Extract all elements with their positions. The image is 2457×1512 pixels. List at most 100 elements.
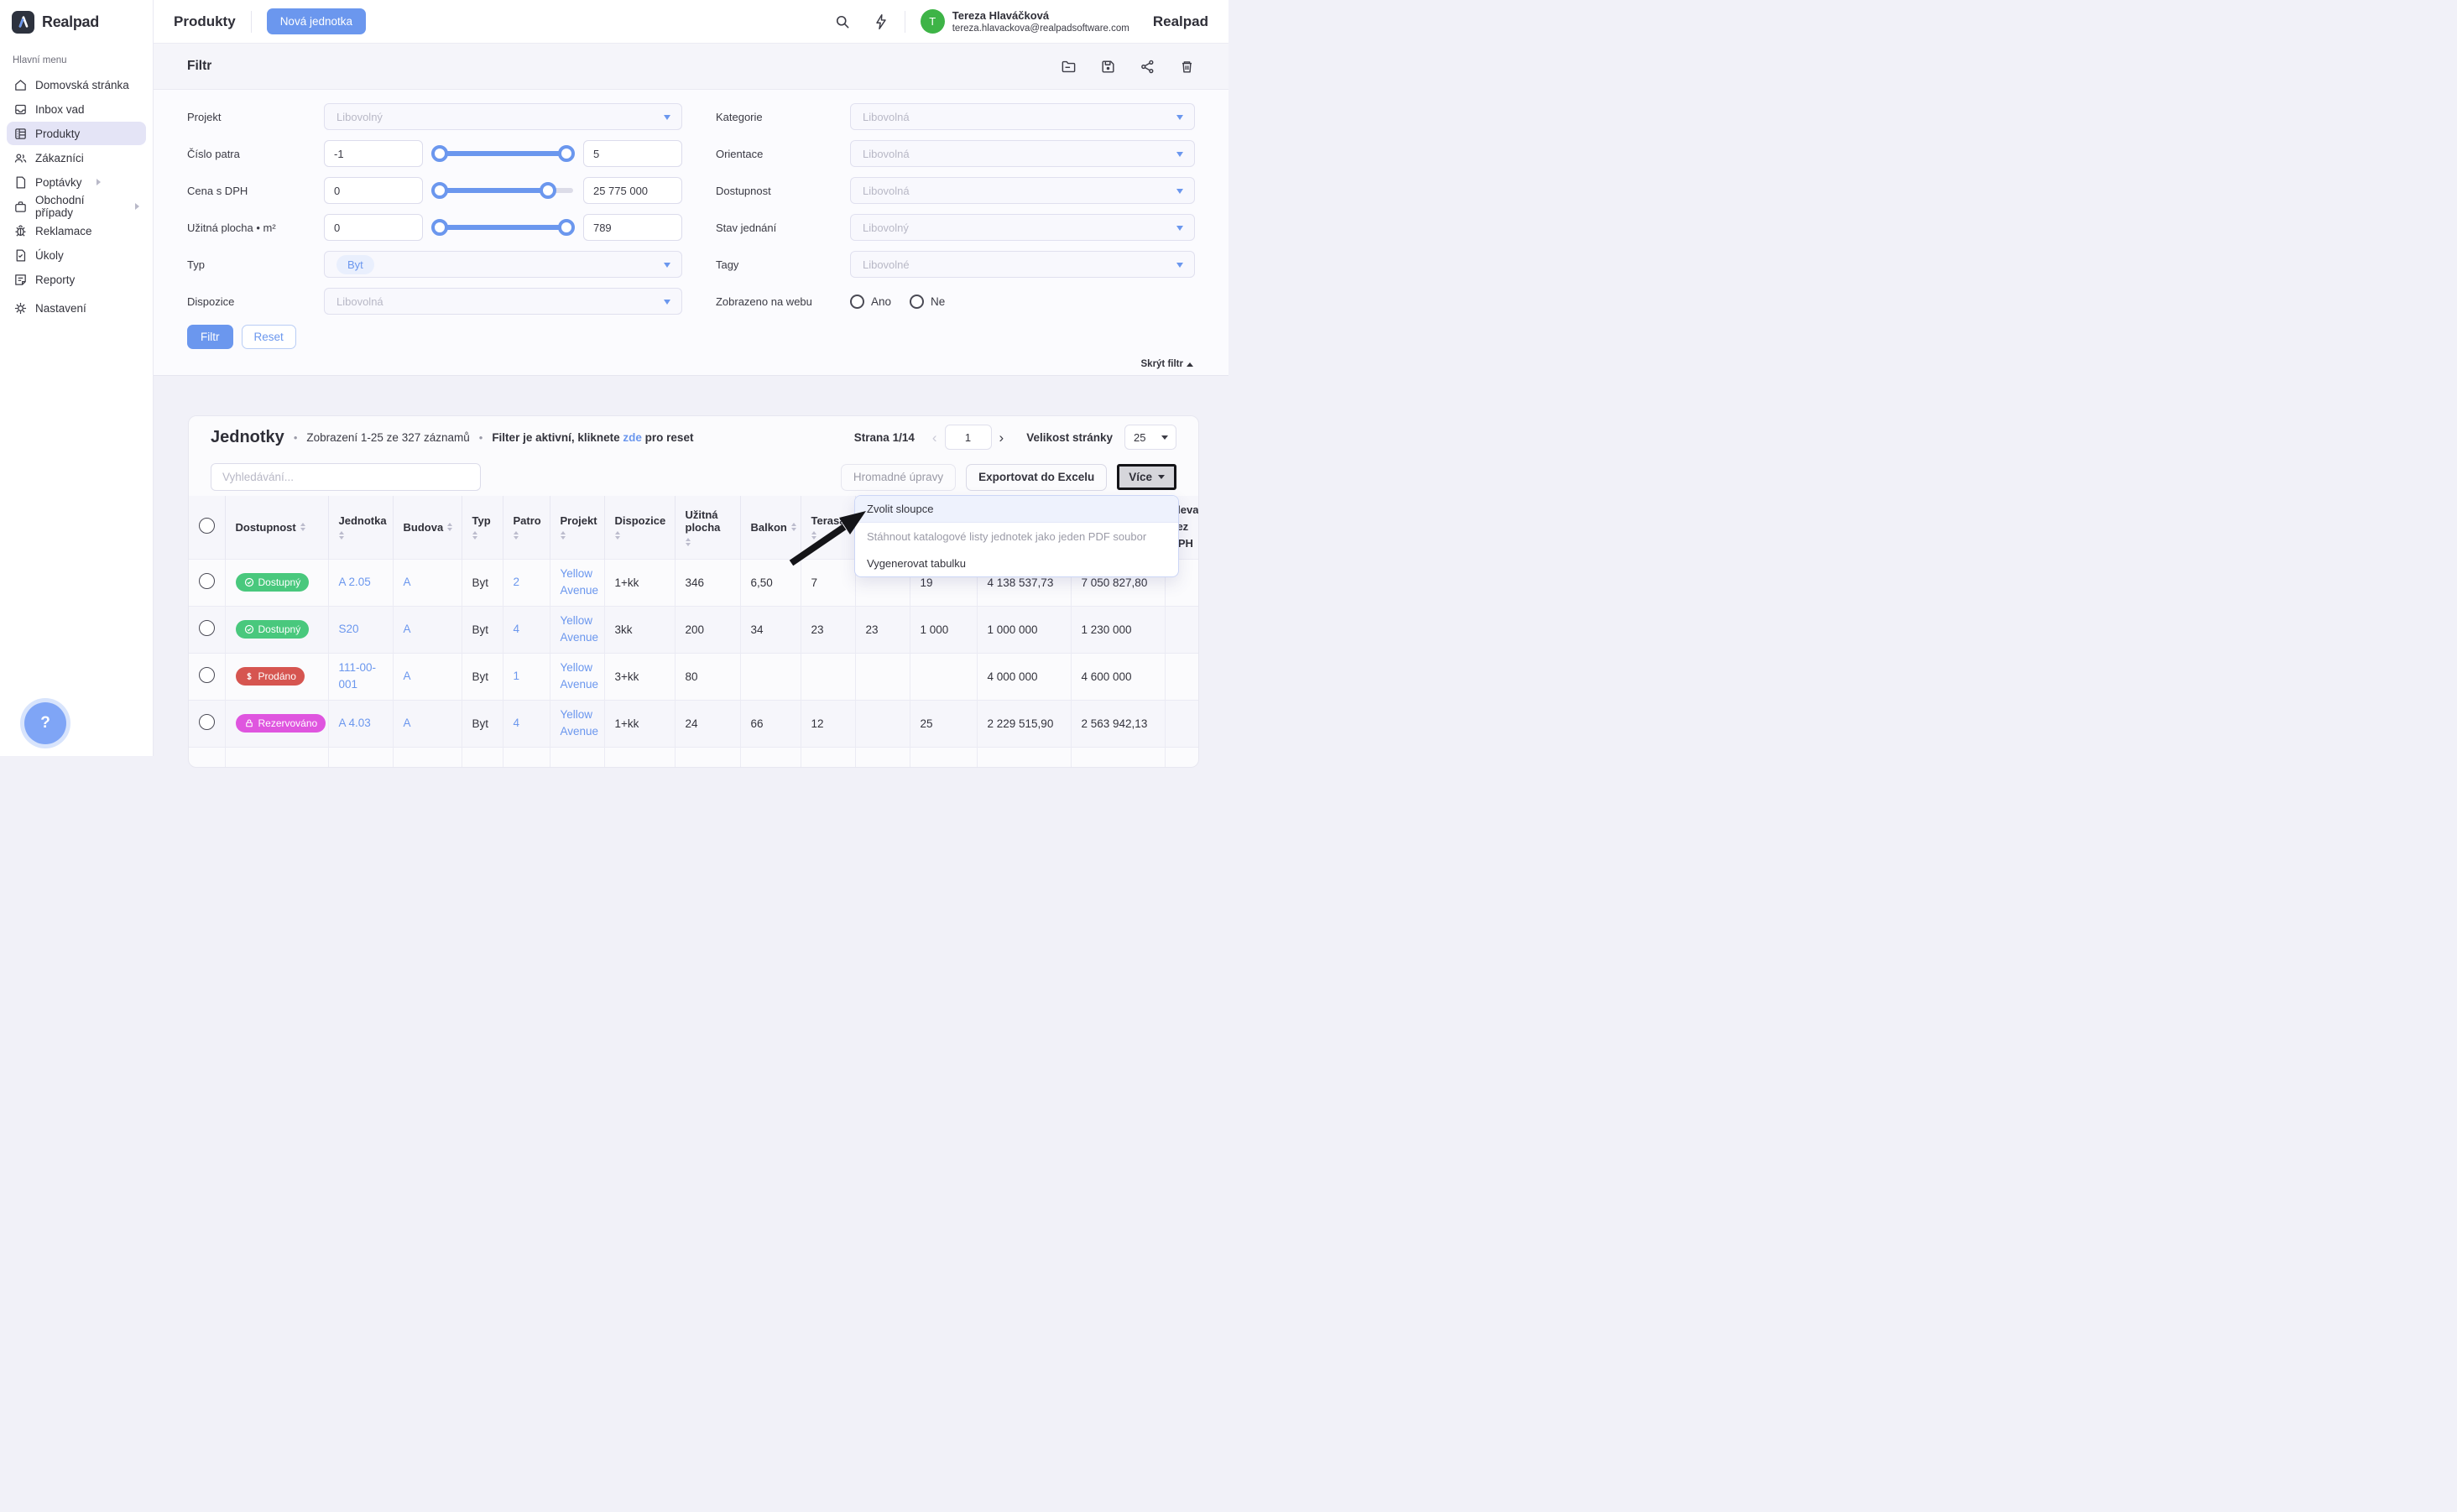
table-search-input[interactable]: [211, 463, 481, 491]
page-size-select[interactable]: 25: [1124, 425, 1176, 450]
col-typ[interactable]: Typ: [461, 496, 503, 559]
area-range-slider[interactable]: [431, 219, 575, 236]
trash-icon[interactable]: [1179, 59, 1195, 75]
user-avatar[interactable]: T: [920, 9, 945, 34]
cell-dispozice: 3+kk: [603, 652, 675, 700]
area-max-input[interactable]: [582, 214, 682, 241]
price-range-slider[interactable]: [431, 182, 573, 199]
radio-ano[interactable]: Ano: [849, 294, 891, 309]
reset-filter-button[interactable]: Reset: [241, 325, 296, 349]
project-link[interactable]: Yellow Avenue: [560, 614, 599, 644]
unit-link[interactable]: A 2.05: [338, 576, 371, 589]
slider-handle-max[interactable]: [539, 182, 556, 199]
radio-circle[interactable]: [910, 294, 924, 309]
col-balkon[interactable]: Balkon: [739, 496, 801, 559]
floor-min-input[interactable]: [324, 140, 423, 167]
col-uzitna-plocha[interactable]: Užitná plocha: [674, 496, 740, 559]
row-checkbox[interactable]: [198, 620, 215, 636]
export-excel-button[interactable]: Exportovat do Excelu: [966, 463, 1108, 491]
menu-item-vygenerovat-tabulku[interactable]: Vygenerovat tabulku: [867, 556, 967, 570]
building-link[interactable]: A: [403, 576, 411, 589]
slider-handle-max[interactable]: [557, 219, 575, 236]
table-row[interactable]: Prodáno 111-00-001 A Byt 1 Yellow Avenue…: [189, 652, 1198, 700]
sidebar-item-ukoly[interactable]: Úkoly: [7, 243, 146, 267]
price-min-input[interactable]: [324, 177, 423, 204]
orientace-select[interactable]: Libovolná: [849, 140, 1195, 167]
dostupnost-select[interactable]: Libovolná: [849, 177, 1195, 204]
floor-link[interactable]: 1: [513, 670, 520, 683]
col-patro[interactable]: Patro: [502, 496, 550, 559]
select-all-checkbox[interactable]: [198, 518, 215, 534]
area-min-input[interactable]: [324, 214, 423, 241]
floor-link[interactable]: 4: [513, 717, 520, 730]
project-link[interactable]: Yellow Avenue: [560, 567, 599, 597]
sidebar-item-reporty[interactable]: Reporty: [7, 268, 146, 291]
row-checkbox[interactable]: [198, 573, 215, 589]
new-unit-button[interactable]: Nová jednotka: [266, 8, 366, 34]
slider-handle-min[interactable]: [431, 145, 448, 162]
next-page-icon[interactable]: ›: [999, 429, 1004, 446]
sidebar-item-reklamace[interactable]: Reklamace: [7, 219, 146, 242]
col-terasa[interactable]: Terasa: [800, 496, 855, 559]
help-button[interactable]: ?: [24, 702, 66, 744]
tagy-select[interactable]: Libovolné: [849, 251, 1195, 278]
table-row[interactable]: Rezervováno A 4.03 A Byt 4 Yellow Avenue…: [189, 699, 1198, 747]
open-filter-folder-icon[interactable]: [1061, 59, 1077, 75]
building-link[interactable]: A: [403, 670, 411, 683]
sidebar-item-inbox-vad[interactable]: Inbox vad: [7, 97, 146, 121]
unit-link[interactable]: S20: [338, 623, 359, 636]
floor-link[interactable]: 2: [513, 576, 520, 589]
slider-handle-min[interactable]: [431, 182, 448, 199]
typ-chip-byt[interactable]: Byt: [336, 254, 374, 274]
unit-link[interactable]: 111-00-001: [338, 661, 377, 691]
unit-link[interactable]: A 4.03: [338, 717, 371, 730]
menu-item-zvolit-sloupce[interactable]: Zvolit sloupce: [855, 496, 1178, 523]
share-icon[interactable]: [1140, 59, 1155, 75]
chevron-down-icon: [663, 115, 670, 120]
col-dostupnost[interactable]: Dostupnost: [224, 496, 328, 559]
table-row[interactable]: Dostupný S20 A Byt 4 Yellow Avenue 3kk 2…: [189, 605, 1198, 653]
row-checkbox[interactable]: [198, 714, 215, 730]
project-link[interactable]: Yellow Avenue: [560, 708, 599, 738]
floor-link[interactable]: 4: [513, 623, 520, 636]
col-dispozice[interactable]: Dispozice: [603, 496, 675, 559]
sidebar-item-obchodni-pripady[interactable]: Obchodní případy: [7, 194, 146, 219]
more-button[interactable]: Více: [1117, 464, 1176, 490]
radio-ne[interactable]: Ne: [910, 294, 945, 309]
sidebar-item-nastaveni[interactable]: Nastavení: [7, 296, 146, 320]
search-icon[interactable]: [834, 13, 851, 30]
floor-range-slider[interactable]: [431, 145, 575, 162]
logo[interactable]: Realpad: [0, 0, 153, 44]
sidebar-item-produkty[interactable]: Produkty: [7, 122, 146, 145]
prev-page-icon[interactable]: ‹: [931, 429, 937, 446]
sidebar-item-zakaznici[interactable]: Zákazníci: [7, 146, 146, 169]
dispozice-select[interactable]: Libovolná: [324, 288, 682, 315]
reset-filter-link[interactable]: zde: [623, 430, 642, 444]
floor-max-input[interactable]: [582, 140, 682, 167]
hide-filter-link[interactable]: Skrýt filtr: [1141, 359, 1193, 369]
price-max-input[interactable]: [582, 177, 682, 204]
stav-jednani-select[interactable]: Libovolný: [849, 214, 1195, 241]
slider-handle-min[interactable]: [431, 219, 448, 236]
projekt-select[interactable]: Libovolný: [324, 103, 682, 130]
page-number-input[interactable]: [944, 425, 992, 450]
save-filter-icon[interactable]: [1100, 59, 1116, 75]
radio-circle[interactable]: [849, 294, 864, 309]
menu-item-stahnout-pdf[interactable]: Stáhnout katalogové listy jednotek jako …: [867, 529, 1147, 543]
lightning-icon[interactable]: [873, 13, 889, 30]
sidebar-item-poptavky[interactable]: Poptávky: [7, 170, 146, 194]
building-link[interactable]: A: [403, 717, 411, 730]
col-projekt[interactable]: Projekt: [549, 496, 604, 559]
building-link[interactable]: A: [403, 623, 411, 636]
col-budova[interactable]: Budova: [392, 496, 462, 559]
sidebar-item-domovska-stranka[interactable]: Domovská stránka: [7, 73, 146, 96]
project-link[interactable]: Yellow Avenue: [560, 661, 599, 691]
col-jednotka[interactable]: Jednotka: [327, 496, 393, 559]
typ-select[interactable]: Byt: [324, 251, 682, 278]
customers-icon: [13, 151, 28, 165]
bulk-edit-button[interactable]: Hromadné úpravy: [840, 463, 957, 491]
apply-filter-button[interactable]: Filtr: [187, 325, 233, 349]
kategorie-select[interactable]: Libovolná: [849, 103, 1195, 130]
row-checkbox[interactable]: [198, 667, 215, 683]
slider-handle-max[interactable]: [557, 145, 575, 162]
